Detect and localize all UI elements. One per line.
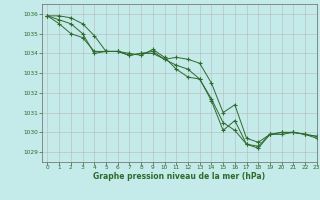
- X-axis label: Graphe pression niveau de la mer (hPa): Graphe pression niveau de la mer (hPa): [93, 172, 265, 181]
